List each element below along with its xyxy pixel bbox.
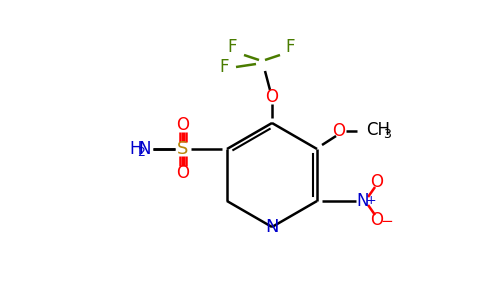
Text: O: O [371, 173, 383, 191]
Text: 3: 3 [383, 128, 391, 140]
Text: O: O [333, 122, 346, 140]
Text: 2: 2 [137, 146, 145, 160]
Text: S: S [177, 140, 189, 158]
Text: F: F [285, 38, 295, 56]
Text: N: N [357, 192, 369, 210]
Text: CH: CH [366, 121, 390, 139]
Text: O: O [177, 164, 189, 182]
Text: N: N [138, 140, 151, 158]
Text: F: F [219, 58, 229, 76]
Text: O: O [177, 116, 189, 134]
Text: N: N [265, 218, 279, 236]
Text: O: O [371, 211, 383, 229]
Text: F: F [227, 38, 237, 56]
Text: H: H [129, 140, 142, 158]
Text: +: + [366, 194, 377, 206]
Text: −: − [380, 214, 393, 229]
Text: O: O [266, 88, 278, 106]
